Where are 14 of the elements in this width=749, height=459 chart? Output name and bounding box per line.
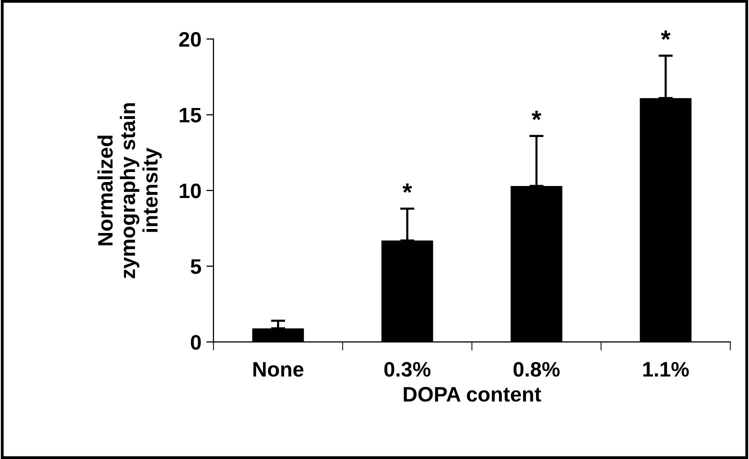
y-tick-label: 20 xyxy=(179,32,201,47)
y-axis-title: Normalized zymography stain intensity xyxy=(97,103,162,278)
x-axis-title: DOPA content xyxy=(404,386,542,402)
y-tick-label: 0 xyxy=(190,334,201,350)
y-tick-label: 10 xyxy=(180,183,201,198)
y-tick-label: 5 xyxy=(190,259,202,274)
annotation: * xyxy=(532,110,542,120)
annotation: * xyxy=(402,183,412,193)
annotation: * xyxy=(660,30,671,40)
x-tick-label: 0.8% xyxy=(514,362,560,377)
y-tick-label: 15 xyxy=(180,108,202,123)
x-tick-label: 0.3% xyxy=(384,362,430,377)
x-tick-label: 1.1% xyxy=(643,362,689,377)
x-tick-label: None xyxy=(253,362,304,377)
